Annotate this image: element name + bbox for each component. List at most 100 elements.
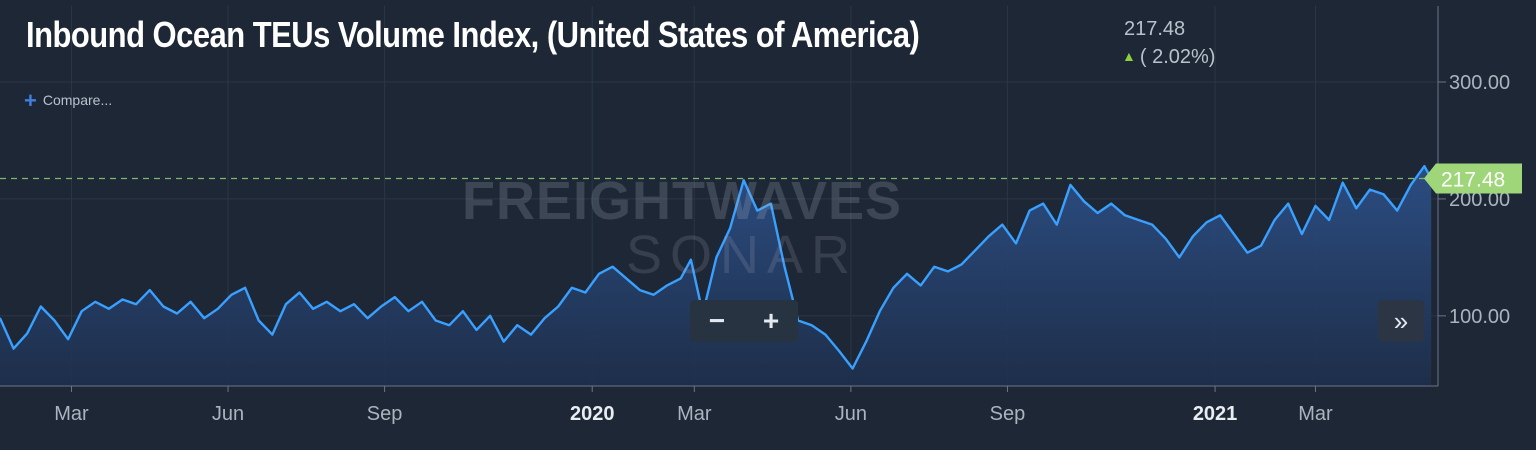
data-point	[0, 317, 1, 319]
data-point	[353, 303, 355, 305]
data-point	[1328, 219, 1330, 221]
data-point	[584, 291, 587, 294]
up-arrow-icon: ▲	[1122, 48, 1136, 64]
y-tick-label: 100.00	[1449, 306, 1510, 328]
data-point	[1382, 193, 1385, 196]
data-point	[919, 284, 922, 287]
data-point	[516, 324, 519, 327]
data-point	[770, 202, 772, 205]
data-point	[434, 319, 437, 322]
area-layer	[0, 166, 1432, 386]
data-point	[325, 301, 328, 303]
data-point	[1409, 184, 1412, 186]
chart-title: Inbound Ocean TEUs Volume Index, (United…	[26, 14, 920, 55]
data-point	[1423, 165, 1426, 167]
data-point	[666, 284, 668, 287]
last-value: 217.48	[1124, 18, 1186, 40]
data-point	[94, 301, 97, 303]
data-point	[176, 312, 178, 315]
x-tick-label: Mar	[54, 403, 89, 425]
data-point	[162, 305, 165, 308]
data-point	[639, 289, 641, 291]
last-value-tag-label: 217.48	[1441, 168, 1505, 191]
data-point	[729, 227, 731, 229]
data-point	[217, 308, 219, 310]
scroll-right-button[interactable]: »	[1378, 300, 1424, 342]
data-point	[257, 319, 260, 322]
x-tick-label: Mar	[677, 403, 712, 425]
data-point	[1301, 233, 1303, 235]
data-point	[421, 301, 423, 303]
data-point	[1137, 219, 1140, 221]
x-tick-label: Jun	[835, 403, 867, 425]
data-point	[394, 296, 396, 298]
series-area	[0, 166, 1432, 386]
data-point	[1192, 235, 1194, 238]
data-point	[312, 308, 314, 310]
data-point	[1164, 237, 1167, 240]
data-point	[947, 270, 949, 273]
data-point	[851, 367, 854, 370]
data-point	[1287, 202, 1290, 205]
data-point	[1096, 212, 1099, 214]
data-point	[67, 338, 69, 341]
data-point	[298, 291, 301, 294]
data-point	[892, 286, 895, 289]
data-point	[543, 317, 546, 319]
change-indicator: ▲( 2.02%)	[1122, 46, 1215, 69]
data-point	[339, 310, 342, 312]
data-point	[810, 324, 813, 327]
change-value: ( 2.02%)	[1139, 46, 1216, 68]
data-point	[1001, 223, 1004, 226]
data-point	[530, 333, 532, 336]
data-point	[1015, 242, 1017, 245]
data-point	[879, 310, 881, 312]
data-point	[625, 277, 628, 280]
data-point	[285, 303, 287, 305]
data-point	[1056, 223, 1058, 226]
data-point	[1273, 219, 1276, 221]
data-point	[865, 340, 868, 343]
zoom-in-button[interactable]: +	[762, 305, 780, 336]
data-point	[80, 310, 83, 312]
data-point	[40, 305, 42, 308]
data-point	[407, 310, 410, 312]
tag-layer: 217.48	[1424, 163, 1522, 194]
data-point	[230, 294, 233, 296]
x-tick-label: 2021	[1193, 403, 1238, 425]
data-point	[783, 265, 786, 268]
data-point	[1314, 205, 1317, 207]
axis-layer	[0, 6, 1446, 392]
data-point	[557, 305, 559, 308]
data-point	[1355, 207, 1358, 210]
data-point	[1369, 188, 1371, 191]
data-point	[756, 209, 759, 212]
data-point	[148, 289, 151, 291]
data-point	[570, 286, 573, 289]
data-point	[108, 308, 110, 310]
compare-button[interactable]: + Compare...	[24, 88, 112, 114]
data-point	[12, 347, 15, 350]
ylabel-layer: 100.00 200.00 300.00	[1449, 72, 1510, 328]
line-layer	[0, 165, 1433, 370]
data-point	[366, 317, 369, 319]
data-point	[121, 298, 124, 301]
data-point	[1028, 209, 1031, 212]
data-point	[135, 303, 137, 305]
plus-icon: +	[24, 88, 37, 113]
data-point	[53, 319, 56, 322]
data-point	[26, 332, 29, 335]
data-point	[1341, 181, 1344, 184]
data-point	[906, 272, 908, 275]
data-point	[1205, 221, 1208, 224]
data-point	[1151, 223, 1153, 226]
data-point	[679, 277, 682, 280]
data-point	[448, 324, 451, 327]
zoom-out-button[interactable]: −	[708, 305, 726, 336]
data-point	[203, 317, 206, 319]
data-point	[611, 265, 614, 268]
data-point	[824, 333, 827, 336]
data-point	[652, 294, 655, 296]
